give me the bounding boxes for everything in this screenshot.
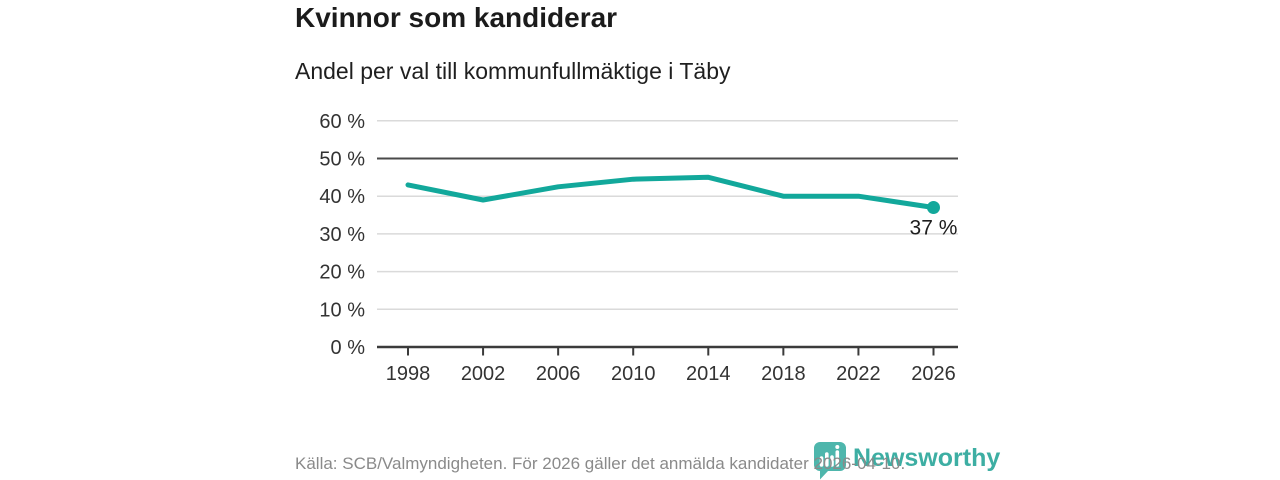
line-chart: 0 % 10 % 20 % 30 % 40 % 50 % 60 % 1998 2002 2006 2… bbox=[319, 111, 958, 385]
trend-line bbox=[405, 174, 936, 210]
x-tick-label: 2018 bbox=[761, 363, 806, 385]
y-tick-label: 0 % bbox=[331, 337, 366, 359]
x-tick-label: 2026 bbox=[911, 363, 956, 385]
x-tick-label: 2022 bbox=[836, 363, 881, 385]
x-tick-label: 1998 bbox=[386, 363, 431, 385]
page-title: Kvinnor som kandiderar bbox=[295, 2, 618, 33]
source-note: Källa: SCB/Valmyndigheten. För 2026 gäll… bbox=[295, 454, 906, 473]
last-point-label: 37 % bbox=[910, 217, 958, 240]
exclamation-dot bbox=[835, 445, 840, 449]
x-tick-label: 2010 bbox=[611, 363, 656, 385]
y-tick-label: 60 % bbox=[319, 111, 365, 133]
y-tick-label: 20 % bbox=[319, 262, 365, 284]
newsworthy-wordmark: Newsworthy bbox=[853, 444, 1001, 472]
x-tick-label: 2002 bbox=[461, 363, 506, 385]
newsworthy-logo[interactable]: Newsworthy bbox=[813, 441, 1001, 480]
y-tick-label: 40 % bbox=[319, 186, 365, 208]
y-tick-label: 30 % bbox=[319, 224, 365, 246]
last-point-marker bbox=[926, 201, 940, 215]
y-tick-label: 50 % bbox=[319, 149, 365, 171]
bar-chart-glyph bbox=[819, 450, 840, 467]
y-tick-label: 10 % bbox=[319, 299, 365, 321]
chart-subtitle: Andel per val till kommunfullmäktige i T… bbox=[295, 58, 731, 84]
newsworthy-bubble-barchart-icon bbox=[814, 442, 846, 480]
x-tick-label: 2014 bbox=[686, 363, 731, 385]
x-tick-label: 2006 bbox=[536, 363, 581, 385]
